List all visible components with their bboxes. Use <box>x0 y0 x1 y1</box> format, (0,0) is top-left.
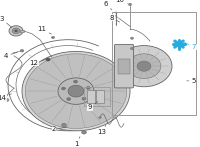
Bar <box>112 12 196 115</box>
Text: 5: 5 <box>187 78 196 84</box>
Circle shape <box>116 46 172 87</box>
Text: 1: 1 <box>74 137 80 147</box>
Text: 10: 10 <box>116 0 127 3</box>
Text: 12: 12 <box>30 60 45 66</box>
Circle shape <box>22 51 130 131</box>
Circle shape <box>130 47 134 50</box>
Circle shape <box>20 49 24 52</box>
Circle shape <box>137 61 151 71</box>
FancyBboxPatch shape <box>114 44 134 88</box>
Text: 3: 3 <box>0 16 12 28</box>
Text: 14: 14 <box>0 94 12 101</box>
Text: 2: 2 <box>52 126 67 132</box>
Text: 8: 8 <box>110 15 120 22</box>
Circle shape <box>127 54 161 78</box>
Circle shape <box>99 117 101 119</box>
Text: 4: 4 <box>4 52 17 59</box>
Bar <box>84 87 110 106</box>
Bar <box>118 59 130 74</box>
Text: 9: 9 <box>88 102 98 110</box>
Circle shape <box>68 85 84 97</box>
Bar <box>87 90 95 103</box>
Circle shape <box>86 86 90 89</box>
Circle shape <box>67 98 71 101</box>
Circle shape <box>62 123 66 127</box>
Circle shape <box>12 28 20 34</box>
Circle shape <box>128 3 132 6</box>
Text: 7: 7 <box>184 42 196 50</box>
Circle shape <box>14 30 18 32</box>
Text: 13: 13 <box>98 125 106 135</box>
Bar <box>20 30 24 32</box>
Circle shape <box>5 98 9 101</box>
Circle shape <box>46 58 50 61</box>
Circle shape <box>62 87 66 90</box>
Circle shape <box>25 54 127 128</box>
Text: 11: 11 <box>38 26 52 34</box>
Text: 6: 6 <box>104 1 112 10</box>
Circle shape <box>58 78 94 104</box>
Circle shape <box>9 26 23 36</box>
Bar <box>96 90 104 103</box>
Circle shape <box>130 37 134 39</box>
Circle shape <box>74 80 78 83</box>
Circle shape <box>82 97 86 100</box>
Circle shape <box>82 131 86 134</box>
Circle shape <box>51 36 55 39</box>
Bar <box>115 12 117 13</box>
